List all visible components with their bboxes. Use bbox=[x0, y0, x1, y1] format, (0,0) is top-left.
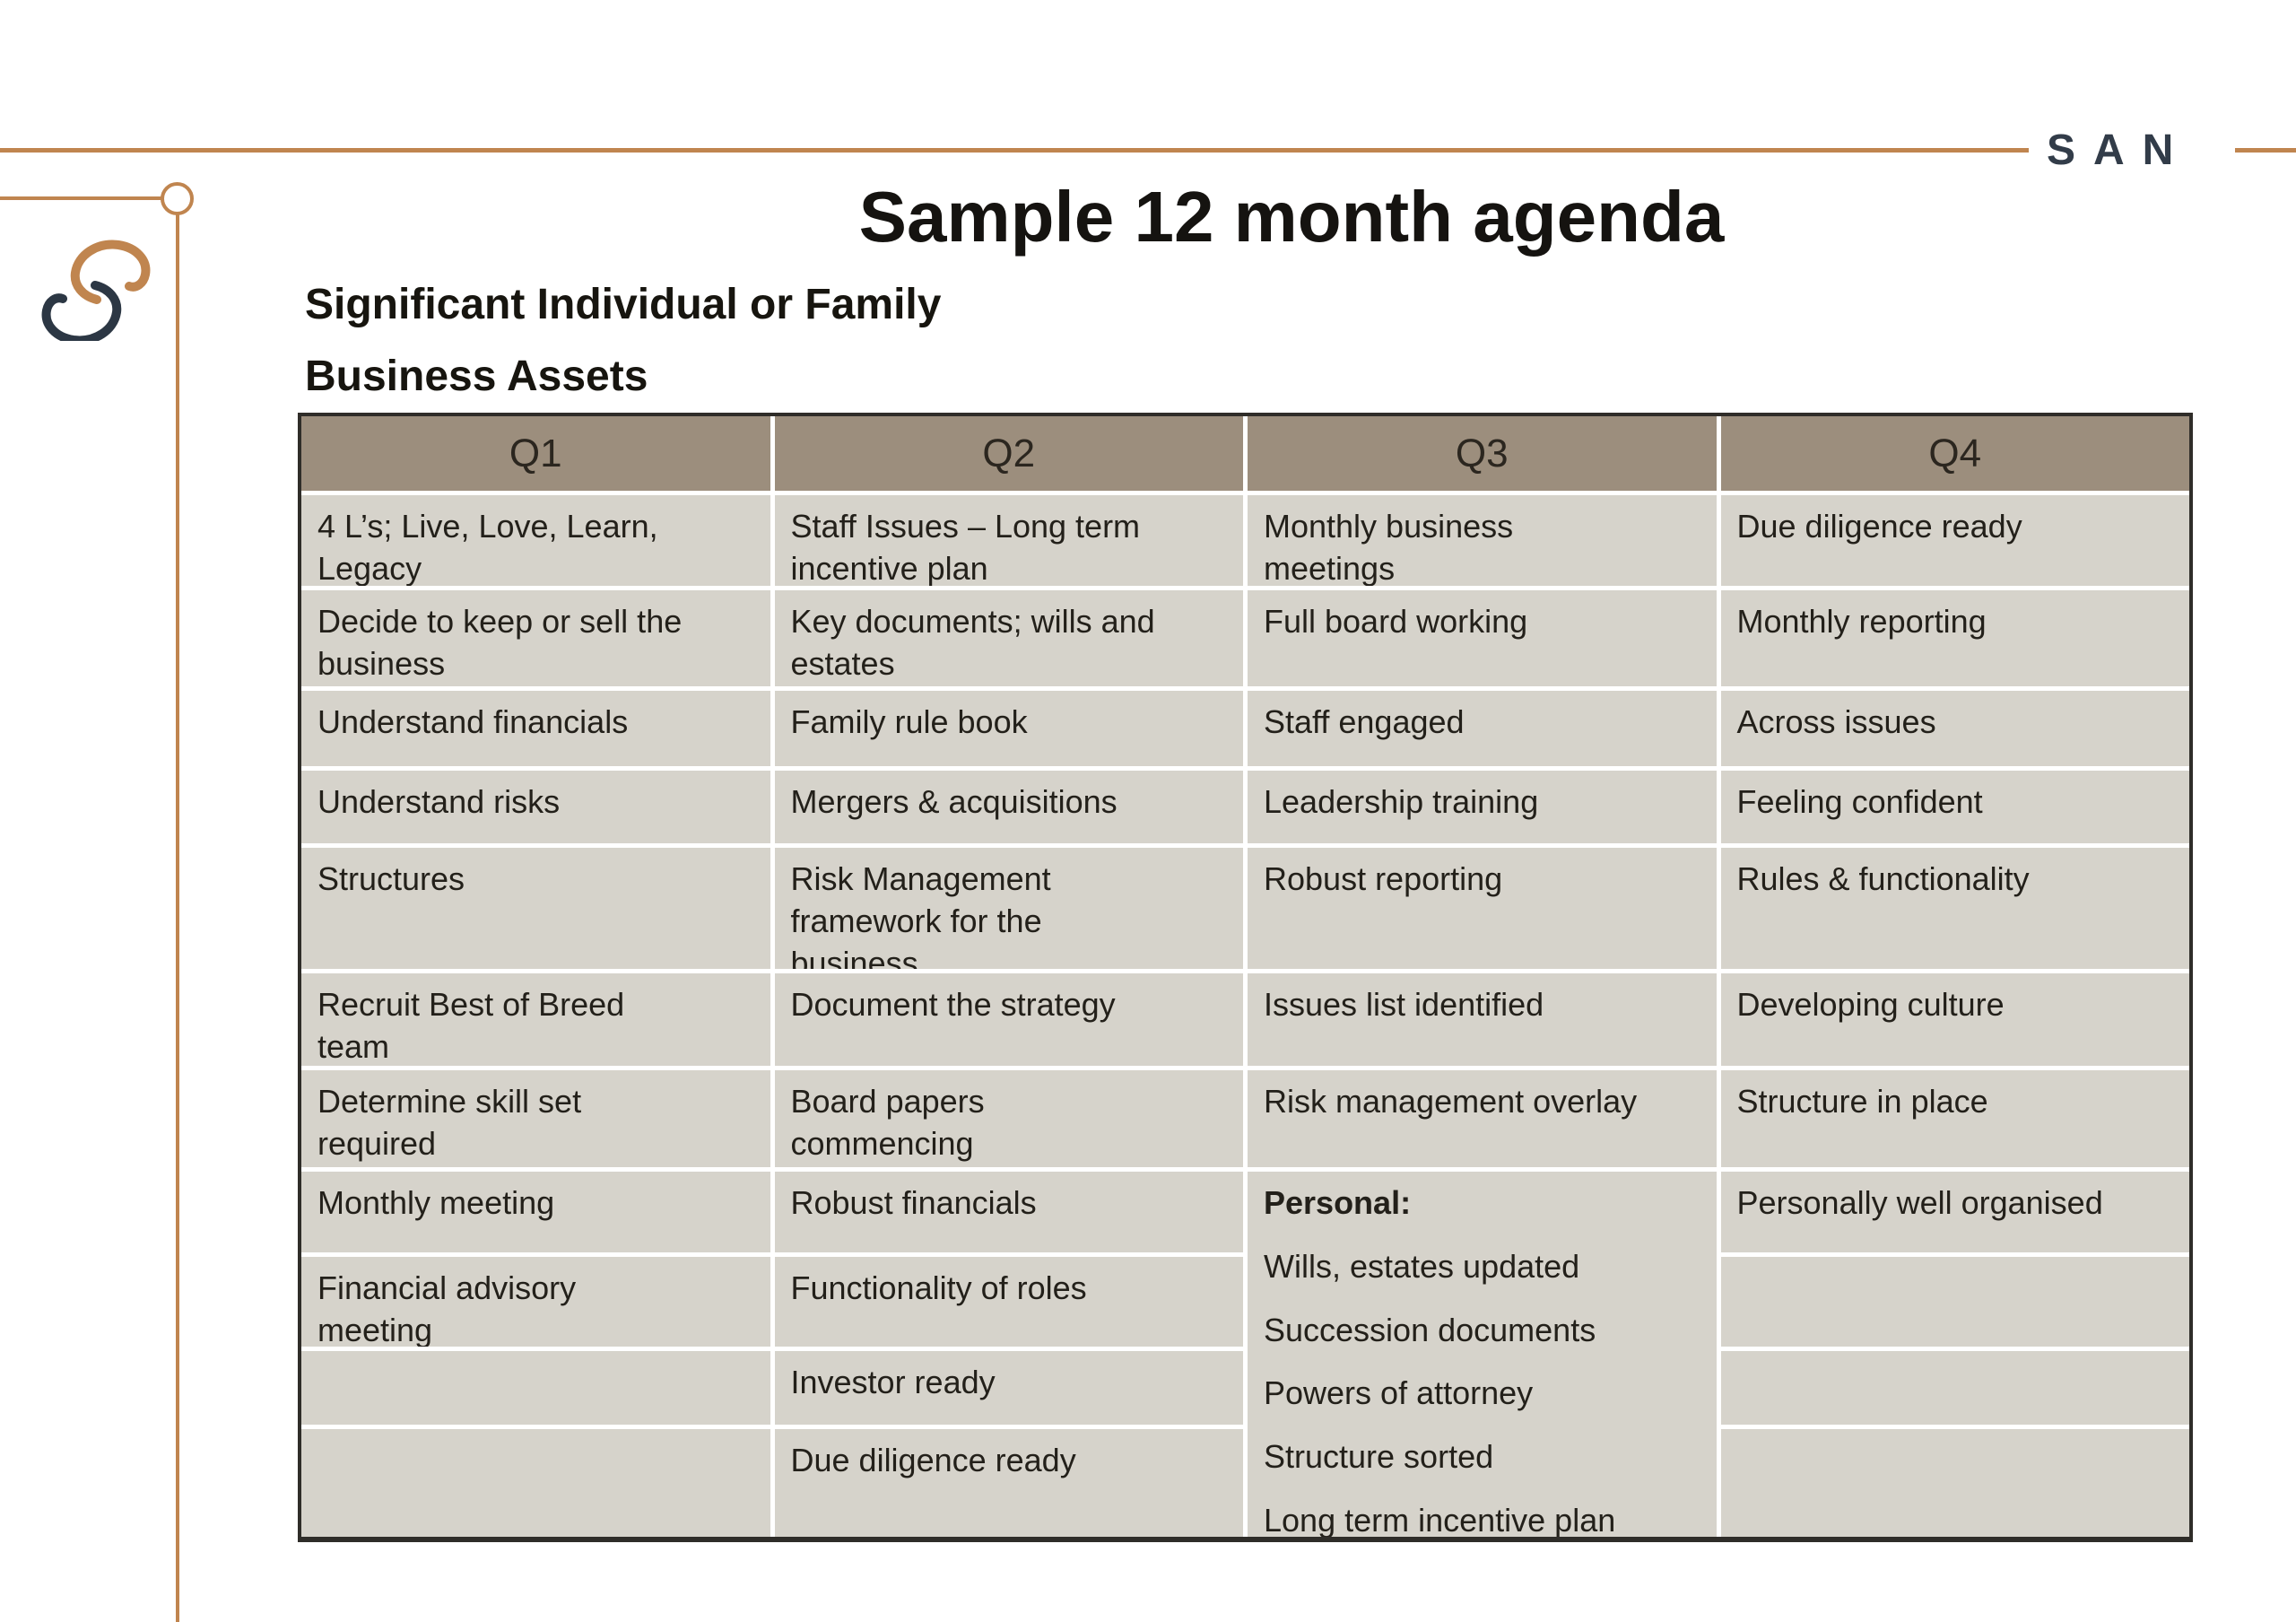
table-cell: Across issues bbox=[1720, 691, 2189, 766]
table-cell: Developing culture bbox=[1720, 973, 2189, 1066]
table-cell: Structure in place bbox=[1720, 1070, 2189, 1167]
agenda-table: Q1 Q2 Q3 Q4 4 L’s; Live, Love, Learn, Le… bbox=[298, 413, 2193, 1542]
personal-item: Wills, estates updated bbox=[1264, 1247, 1580, 1285]
personal-item: Long term incentive plan bbox=[1264, 1501, 1616, 1537]
table-cell: Staff engaged bbox=[1248, 691, 1717, 766]
table-header-q2: Q2 bbox=[774, 416, 1243, 491]
table-cell: Key documents; wills and estates bbox=[774, 590, 1243, 686]
chain-link-logo-icon bbox=[29, 215, 163, 345]
personal-item: Powers of attorney bbox=[1264, 1374, 1534, 1412]
table-cell: Risk Management framework for the busine… bbox=[774, 848, 1243, 969]
table-cell: Understand risks bbox=[301, 771, 770, 843]
table-cell bbox=[1720, 1429, 2189, 1537]
page-title: Sample 12 month agenda bbox=[858, 177, 1725, 257]
table-cell: Mergers & acquisitions bbox=[774, 771, 1243, 843]
table-cell: Staff Issues – Long term incentive plan bbox=[774, 495, 1243, 586]
table-cell: Document the strategy bbox=[774, 973, 1243, 1066]
table-cell: Leadership training bbox=[1248, 771, 1717, 843]
brand-wordmark: SAN bbox=[2047, 126, 2192, 174]
personal-item: Succession documents bbox=[1264, 1311, 1596, 1348]
table-cell: Due diligence ready bbox=[1720, 495, 2189, 586]
table-cell: Determine skill set required bbox=[301, 1070, 770, 1167]
table-cell: Understand financials bbox=[301, 691, 770, 766]
table-cell: Functionality of roles bbox=[774, 1257, 1243, 1347]
table-cell bbox=[1720, 1351, 2189, 1425]
subtitle-audience: Significant Individual or Family bbox=[305, 281, 942, 328]
table-cell: Decide to keep or sell the business bbox=[301, 590, 770, 686]
table-header-q1: Q1 bbox=[301, 416, 770, 491]
table-cell: Issues list identified bbox=[1248, 973, 1717, 1066]
table-cell: Monthly meeting bbox=[301, 1172, 770, 1252]
table-cell: Rules & functionality bbox=[1720, 848, 2189, 969]
table-cell bbox=[1720, 1257, 2189, 1347]
table-cell: Personally well organised bbox=[1720, 1172, 2189, 1252]
personal-label: Personal: bbox=[1264, 1184, 1412, 1221]
table-cell bbox=[301, 1351, 770, 1425]
table-cell: Full board working bbox=[1248, 590, 1717, 686]
table-cell: Robust financials bbox=[774, 1172, 1243, 1252]
top-accent-rule-left bbox=[0, 148, 2029, 153]
table-header-q4: Q4 bbox=[1720, 416, 2189, 491]
personal-item: Structure sorted bbox=[1264, 1438, 1494, 1476]
table-cell: Feeling confident bbox=[1720, 771, 2189, 843]
corner-circle-ornament bbox=[161, 182, 194, 215]
table-cell: 4 L’s; Live, Love, Learn, Legacy bbox=[301, 495, 770, 586]
subtitle-section: Business Assets bbox=[305, 353, 648, 400]
table-cell: Due diligence ready bbox=[774, 1429, 1243, 1537]
table-header-q3: Q3 bbox=[1248, 416, 1717, 491]
corner-accent-rule bbox=[0, 196, 161, 200]
table-cell: Monthly business meetings bbox=[1248, 495, 1717, 586]
table-cell: Family rule book bbox=[774, 691, 1243, 766]
table-cell: Investor ready bbox=[774, 1351, 1243, 1425]
vertical-accent-rule bbox=[176, 214, 179, 1622]
table-cell: Monthly reporting bbox=[1720, 590, 2189, 686]
table-cell-personal: Personal: Wills, estates updated Successio… bbox=[1248, 1172, 1717, 1537]
table-cell: Robust reporting bbox=[1248, 848, 1717, 969]
table-cell: Structures bbox=[301, 848, 770, 969]
top-accent-rule-right bbox=[2235, 148, 2296, 153]
table-cell: Recruit Best of Breed team bbox=[301, 973, 770, 1066]
table-cell: Board papers commencing bbox=[774, 1070, 1243, 1167]
table-cell bbox=[301, 1429, 770, 1537]
table-cell: Risk management overlay bbox=[1248, 1070, 1717, 1167]
table-cell: Financial advisory meeting bbox=[301, 1257, 770, 1347]
